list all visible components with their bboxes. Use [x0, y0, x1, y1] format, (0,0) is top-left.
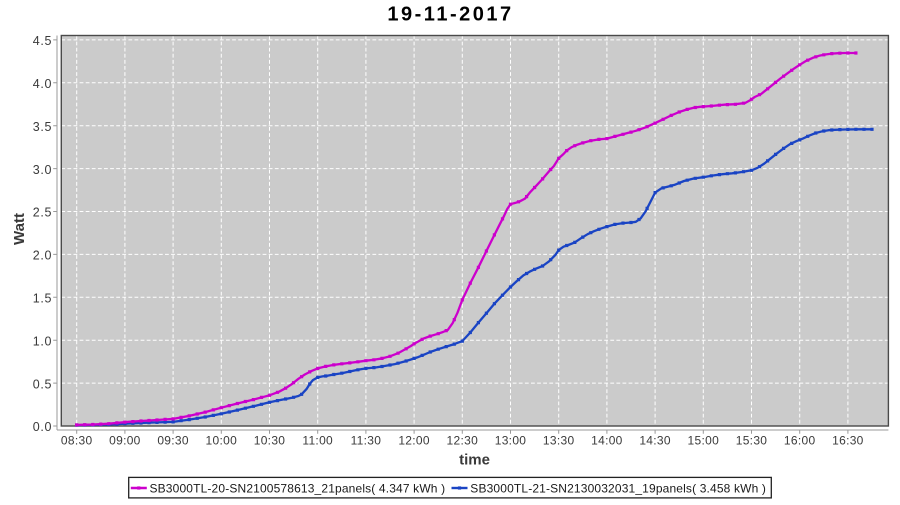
svg-text:3.5: 3.5	[33, 120, 52, 134]
svg-text:SB3000TL-20-SN2100578613_21pan: SB3000TL-20-SN2100578613_21panels( 4.347…	[150, 481, 446, 495]
svg-text:19-11-2017: 19-11-2017	[387, 4, 513, 26]
svg-text:1.0: 1.0	[33, 334, 52, 348]
svg-text:11:30: 11:30	[351, 434, 382, 448]
svg-text:2.5: 2.5	[33, 206, 52, 220]
svg-text:13:30: 13:30	[543, 434, 575, 448]
svg-text:15:30: 15:30	[736, 434, 768, 448]
svg-text:SB3000TL-21-SN2130032031_19pan: SB3000TL-21-SN2130032031_19panels( 3.458…	[470, 481, 766, 495]
svg-text:0.5: 0.5	[33, 377, 52, 391]
svg-text:12:00: 12:00	[398, 434, 430, 448]
svg-text:10:30: 10:30	[254, 434, 286, 448]
svg-text:14:00: 14:00	[591, 434, 623, 448]
svg-text:11:00: 11:00	[302, 434, 333, 448]
svg-text:09:30: 09:30	[157, 434, 189, 448]
svg-text:3.0: 3.0	[33, 163, 52, 177]
svg-text:09:00: 09:00	[109, 434, 141, 448]
svg-text:Watt: Watt	[11, 213, 28, 245]
svg-text:1.5: 1.5	[33, 292, 52, 306]
svg-text:12:30: 12:30	[447, 434, 479, 448]
svg-text:10:00: 10:00	[206, 434, 238, 448]
svg-text:15:00: 15:00	[688, 434, 720, 448]
svg-text:13:00: 13:00	[495, 434, 527, 448]
svg-text:14:30: 14:30	[639, 434, 671, 448]
svg-text:16:30: 16:30	[832, 434, 864, 448]
svg-text:2.0: 2.0	[33, 249, 52, 263]
svg-text:16:00: 16:00	[784, 434, 816, 448]
svg-text:08:30: 08:30	[61, 434, 93, 448]
svg-text:0.0: 0.0	[33, 420, 52, 434]
svg-text:4.0: 4.0	[33, 77, 52, 91]
svg-text:4.5: 4.5	[33, 34, 52, 48]
svg-text:time: time	[459, 451, 490, 468]
